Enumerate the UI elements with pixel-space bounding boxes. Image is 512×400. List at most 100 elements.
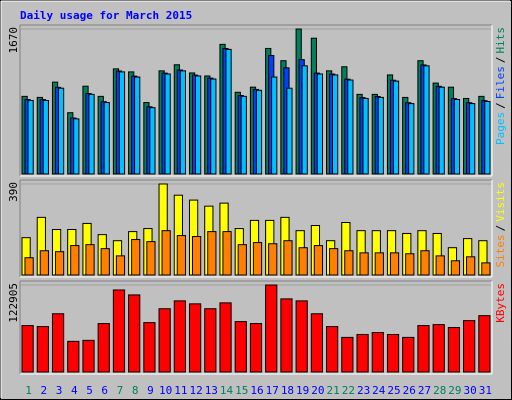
bar xyxy=(313,245,324,276)
bar xyxy=(255,89,263,175)
legend-entry: Files xyxy=(494,66,507,99)
bar xyxy=(332,74,339,175)
bar xyxy=(194,75,202,175)
bar xyxy=(21,325,34,373)
bar xyxy=(39,250,49,276)
legend-entry: Sites xyxy=(494,234,507,267)
bar xyxy=(280,298,293,373)
bar xyxy=(128,294,141,373)
bar xyxy=(484,101,491,175)
y-tick-label: 1670 xyxy=(7,27,20,54)
x-tick-label: 25 xyxy=(387,384,400,397)
bar xyxy=(24,257,34,276)
bar xyxy=(469,103,476,175)
legend-entry: Visits xyxy=(494,182,507,222)
bar xyxy=(265,284,278,373)
bar xyxy=(374,252,384,276)
bar xyxy=(481,262,491,276)
x-tick-label: 6 xyxy=(101,384,108,397)
bar xyxy=(405,253,415,276)
bar xyxy=(377,96,384,175)
x-tick-label: 9 xyxy=(147,384,154,397)
bar xyxy=(179,70,186,175)
bar xyxy=(97,323,110,373)
bar xyxy=(173,300,186,373)
x-tick-label: 12 xyxy=(189,384,202,397)
bar xyxy=(219,302,232,373)
bar xyxy=(225,48,232,175)
bar xyxy=(435,255,445,276)
legend-separator: / xyxy=(494,102,507,109)
x-tick-label: 18 xyxy=(281,384,294,397)
x-tick-label: 16 xyxy=(250,384,263,397)
x-tick-label: 20 xyxy=(311,384,324,397)
bar xyxy=(82,339,95,373)
bar xyxy=(347,79,354,175)
bar xyxy=(438,86,445,175)
bar xyxy=(432,324,445,373)
x-tick-label: 11 xyxy=(174,384,187,397)
bar xyxy=(450,260,461,276)
legend: KBytes xyxy=(494,283,507,323)
bar xyxy=(463,320,476,373)
bar xyxy=(386,333,400,373)
x-tick-label: 17 xyxy=(266,384,279,397)
bar xyxy=(100,248,110,276)
bar xyxy=(249,323,263,373)
bar xyxy=(112,289,126,373)
bar xyxy=(36,326,49,373)
x-tick-label: 14 xyxy=(220,384,234,397)
bar xyxy=(371,332,384,373)
bar xyxy=(210,78,217,175)
bar xyxy=(310,313,324,373)
y-tick-label: 390 xyxy=(7,182,20,202)
y-tick-label: 122905 xyxy=(7,283,20,323)
bar xyxy=(57,87,65,175)
bar xyxy=(392,80,400,175)
x-tick-label: 23 xyxy=(357,384,370,397)
bar xyxy=(85,244,95,276)
bar xyxy=(27,99,34,175)
bar xyxy=(146,241,156,276)
x-tick-label: 21 xyxy=(327,384,340,397)
chart-title: Daily usage for March 2015 xyxy=(20,9,192,22)
bar xyxy=(268,243,278,276)
x-tick-label: 28 xyxy=(433,384,446,397)
legend-entry: Hits xyxy=(494,27,507,54)
bar xyxy=(158,308,171,373)
x-tick-label: 4 xyxy=(71,384,78,397)
bar xyxy=(286,87,293,175)
bar xyxy=(240,95,247,175)
bar xyxy=(207,231,217,276)
bar xyxy=(67,340,80,373)
legend-separator: / xyxy=(494,225,507,232)
x-tick-label: 8 xyxy=(132,384,139,397)
bar xyxy=(51,313,65,373)
x-tick-label: 1 xyxy=(25,384,32,397)
x-tick-label: 7 xyxy=(117,384,124,397)
x-tick-label: 22 xyxy=(342,384,355,397)
bar xyxy=(408,103,415,175)
bar xyxy=(341,336,354,373)
bar xyxy=(356,333,369,373)
bar xyxy=(237,244,247,276)
bar xyxy=(204,308,217,373)
bar xyxy=(420,250,430,276)
bar xyxy=(70,245,80,276)
bar xyxy=(316,73,324,175)
x-tick-label: 29 xyxy=(448,384,461,397)
legend: Sites / Visits xyxy=(494,182,507,268)
bar xyxy=(222,231,232,276)
bar xyxy=(326,326,339,373)
x-tick-label: 2 xyxy=(41,384,48,397)
bar xyxy=(131,239,141,276)
bar xyxy=(188,303,202,373)
bar xyxy=(447,327,461,373)
bar xyxy=(402,336,415,373)
x-tick-label: 5 xyxy=(86,384,93,397)
legend-entry: KBytes xyxy=(494,283,507,323)
x-tick-label: 26 xyxy=(403,384,416,397)
bar xyxy=(234,321,247,373)
x-tick-label: 15 xyxy=(235,384,248,397)
